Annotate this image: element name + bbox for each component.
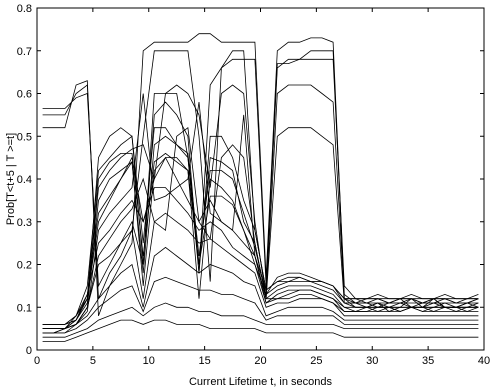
series-line-10: [42, 93, 479, 330]
series-lines: [42, 33, 479, 342]
y-tick-label: 0.3: [17, 217, 32, 229]
x-tick-label: 10: [143, 355, 155, 367]
x-tick-label: 0: [34, 355, 40, 367]
series-line-16: [42, 276, 479, 334]
x-tick-label: 20: [254, 355, 266, 367]
axis-ticks: 0 5 10 15 20 25 30 35 40 0 0.1 0.2 0.3 0.4 0.5 0.6 0.7 0.…: [17, 3, 490, 367]
y-tick-label: 0.5: [17, 131, 32, 143]
y-tick-label: 0.2: [17, 260, 32, 272]
x-tick-label: 30: [366, 355, 378, 367]
y-axis-label: Prob[T<t+5 | T >=t]: [5, 133, 17, 225]
series-line-14: [42, 84, 479, 330]
series-line-8: [42, 212, 479, 334]
y-tick-label: 0.4: [17, 174, 32, 186]
x-axis-label: Current Lifetime t, in seconds: [189, 376, 333, 388]
series-line-11: [42, 246, 479, 334]
series-line-17: [42, 126, 479, 330]
x-tick-label: 25: [310, 355, 322, 367]
y-tick-label: 0.7: [17, 46, 32, 58]
y-tick-label: 0: [26, 345, 32, 357]
y-tick-label: 0.1: [17, 302, 32, 314]
y-tick-label: 0.6: [17, 89, 32, 101]
series-line-18: [42, 152, 479, 325]
series-line-13: [42, 319, 479, 342]
x-tick-label: 40: [478, 355, 490, 367]
x-tick-label: 5: [90, 355, 96, 367]
series-line-3: [42, 33, 479, 316]
x-tick-label: 15: [199, 355, 211, 367]
series-line-12: [42, 302, 479, 338]
x-tick-label: 35: [422, 355, 434, 367]
y-tick-label: 0.8: [17, 3, 32, 15]
